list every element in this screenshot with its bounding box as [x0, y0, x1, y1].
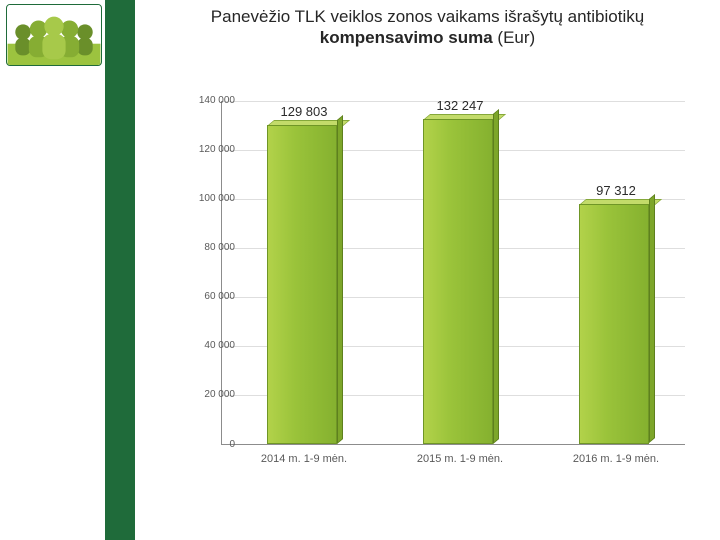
- y-tick-label: 60 000: [175, 291, 235, 302]
- bar-front: [579, 204, 649, 443]
- x-tick-label: 2016 m. 1-9 mėn.: [573, 453, 659, 465]
- title-line2: kompensavimo suma (Eur): [145, 27, 710, 48]
- bar-value-label: 129 803: [281, 104, 328, 119]
- title-line1: Panevėžio TLK veiklos zonos vaikams išra…: [145, 6, 710, 27]
- sidebar: [0, 0, 105, 540]
- bar-side: [649, 194, 655, 443]
- people-icon: [7, 5, 101, 65]
- y-tick-label: 80 000: [175, 242, 235, 253]
- main: Panevėžio TLK veiklos zonos vaikams išra…: [135, 0, 720, 540]
- bar-side: [493, 109, 499, 444]
- y-tick-label: 40 000: [175, 340, 235, 351]
- logo: [6, 4, 102, 66]
- bar-front: [267, 125, 337, 444]
- y-tick-label: 20 000: [175, 389, 235, 400]
- bar-value-label: 97 312: [596, 183, 636, 198]
- accent-strip: [105, 0, 135, 540]
- bar-side: [337, 115, 343, 444]
- y-tick-label: 100 000: [175, 193, 235, 204]
- y-tick-label: 120 000: [175, 144, 235, 155]
- bar: [267, 125, 337, 444]
- y-tick-label: 0: [175, 439, 235, 450]
- bar-value-label: 132 247: [437, 98, 484, 113]
- bar: [579, 204, 649, 443]
- bar-front: [423, 119, 493, 444]
- page-title: Panevėžio TLK veiklos zonos vaikams išra…: [145, 6, 710, 49]
- y-tick-label: 140 000: [175, 95, 235, 106]
- plot-area: [221, 101, 685, 445]
- bar-chart: 0 20 000 40 000 60 000 80 000 100 000 120 000 1…: [149, 67, 709, 507]
- x-tick-label: 2014 m. 1-9 mėn.: [261, 453, 347, 465]
- page: Panevėžio TLK veiklos zonos vaikams išra…: [0, 0, 720, 540]
- title-bold: kompensavimo suma: [320, 28, 493, 47]
- x-tick-label: 2015 m. 1-9 mėn.: [417, 453, 503, 465]
- bar: [423, 119, 493, 444]
- title-rest: (Eur): [493, 28, 536, 47]
